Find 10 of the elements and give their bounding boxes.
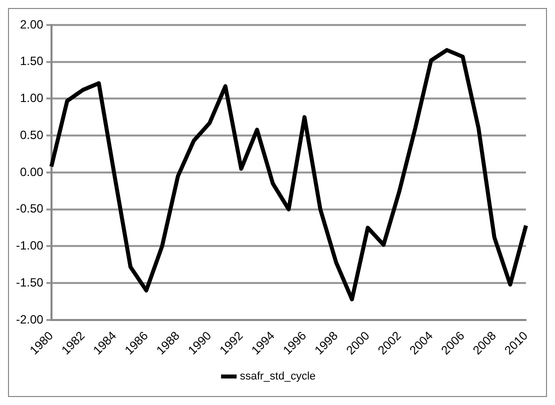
y-tick-label: -1.50 — [16, 275, 44, 290]
y-tick-label: -2.00 — [16, 312, 44, 326]
legend-label: ssafr_std_cycle — [240, 370, 316, 383]
y-tick-label: 2.00 — [20, 17, 44, 32]
y-tick-label: 0.50 — [20, 128, 44, 142]
y-tick-label: 1.50 — [20, 54, 44, 68]
y-tick-label: -1.00 — [16, 238, 44, 253]
y-tick-label: 0.00 — [20, 164, 44, 179]
y-tick-label: -0.50 — [16, 202, 44, 216]
y-tick-label: 1.00 — [20, 91, 44, 106]
